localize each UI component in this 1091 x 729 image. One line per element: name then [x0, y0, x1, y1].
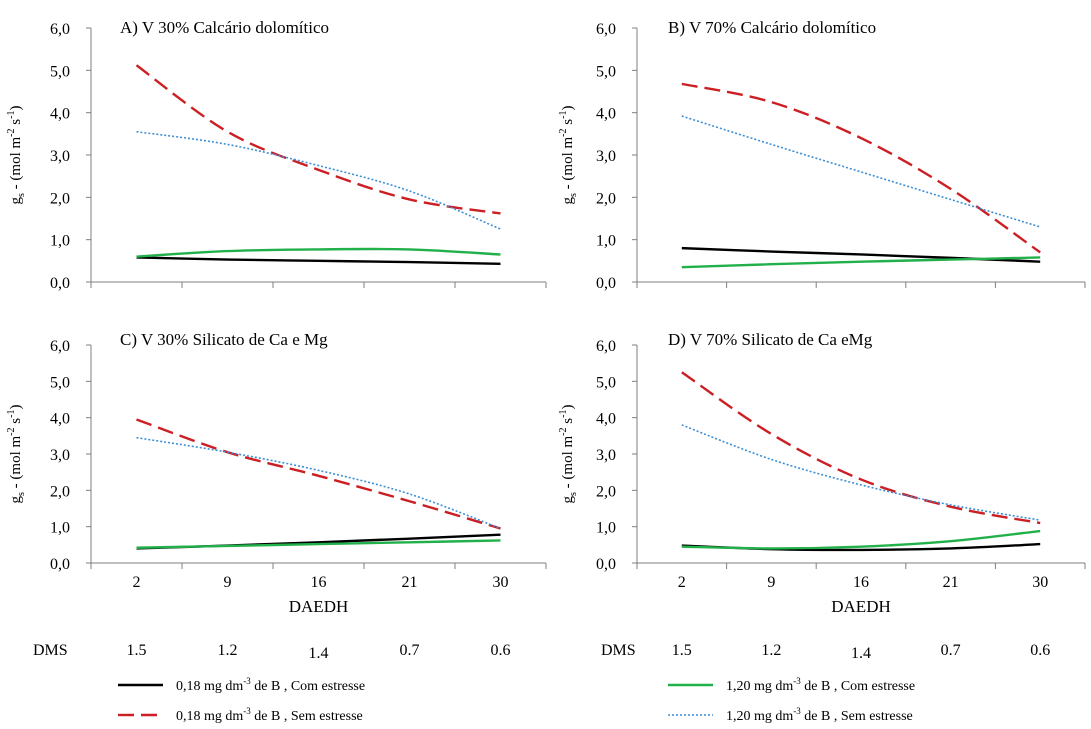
- dms-value: 0.7: [400, 642, 420, 659]
- panel-c: 0,0 1,0 2,0 3,0 4,0 5,0 6,0 2 9 16 21 30 DAEDH gs - (…: [6, 330, 547, 616]
- y-tick-label: 6,0: [596, 338, 616, 355]
- series-line-com_120: [681, 529, 1041, 550]
- series-line-com_018: [136, 256, 501, 265]
- y-tick-label: 6,0: [596, 21, 616, 38]
- series-line-sem_018: [681, 371, 1041, 525]
- y-tick-label: 1,0: [596, 233, 616, 250]
- y-tick-label: 2,0: [596, 483, 616, 500]
- panel-title: D) V 70% Silicato de Ca eMg: [668, 330, 873, 349]
- dms-row: DMS 1.5 1.2 1.4 0.7 0.6 DMS 1.5 1.2 1.4 0.7 0.6: [33, 642, 1050, 662]
- series-line-com_120: [136, 247, 501, 258]
- dms-value: 0.6: [491, 642, 511, 659]
- series-line-sem_018: [135, 64, 501, 215]
- y-tick-label: 0,0: [596, 556, 616, 573]
- y-tick-label: 0,0: [50, 556, 70, 573]
- panel-b: 0,0 1,0 2,0 3,0 4,0 5,0 6,0 gs - (mol m-2 s-1) B…: [558, 18, 1086, 292]
- dms-value: 0.6: [1030, 642, 1050, 659]
- y-tick-label: 5,0: [50, 63, 70, 80]
- y-tick-label: 4,0: [596, 106, 616, 123]
- dms-value: 1.2: [218, 642, 238, 659]
- y-tick-label: 0,0: [50, 275, 70, 292]
- y-tick-label: 4,0: [50, 411, 70, 428]
- legend: 0,18 mg dm-3 de B , Com estresse 0,18 mg …: [118, 676, 915, 724]
- y-axis-title: gs - (mol m-2 s-1): [6, 405, 27, 504]
- x-tick-label: 30: [493, 574, 509, 591]
- y-tick-label: 3,0: [596, 447, 616, 464]
- x-tick-label: 16: [853, 574, 869, 591]
- x-axis-title: DAEDH: [831, 597, 891, 616]
- x-tick-label: 21: [943, 574, 959, 591]
- dms-label: DMS: [601, 642, 636, 659]
- y-tick-label: 1,0: [50, 520, 70, 537]
- legend-label-sem_018: 0,18 mg dm-3 de B , Sem estresse: [176, 706, 363, 724]
- x-tick-label: 30: [1032, 574, 1048, 591]
- y-tick-label: 5,0: [50, 374, 70, 391]
- x-tick-label: 16: [311, 574, 327, 591]
- dms-value: 1.2: [761, 642, 781, 659]
- y-tick-label: 0,0: [596, 275, 616, 292]
- x-axis-title: DAEDH: [289, 597, 349, 616]
- y-axis-title: gs - (mol m-2 s-1): [6, 106, 27, 205]
- x-tick-label: 21: [402, 574, 418, 591]
- y-axis-title: gs - (mol m-2 s-1): [558, 405, 579, 504]
- y-tick-label: 4,0: [596, 411, 616, 428]
- x-tick-label: 2: [133, 574, 141, 591]
- series-line-sem_120: [681, 424, 1041, 521]
- y-tick-label: 3,0: [50, 447, 70, 464]
- dms-label: DMS: [33, 642, 68, 659]
- y-tick-label: 5,0: [596, 374, 616, 391]
- y-tick-label: 2,0: [596, 190, 616, 207]
- panel-title: A) V 30% Calcário dolomítico: [120, 18, 329, 37]
- y-tick-label: 6,0: [50, 21, 70, 38]
- y-axis-title: gs - (mol m-2 s-1): [558, 106, 579, 205]
- series-line-com_120: [681, 256, 1041, 269]
- dms-value: 1.4: [851, 645, 871, 662]
- dms-value: 1.5: [672, 642, 692, 659]
- panel-d: 0,0 1,0 2,0 3,0 4,0 5,0 6,0 2 9 16 21 30 DAEDH gs - (…: [558, 330, 1086, 616]
- y-tick-label: 3,0: [596, 148, 616, 165]
- y-tick-label: 1,0: [596, 520, 616, 537]
- dms-value: 1.5: [127, 642, 147, 659]
- panel-a: 0,0 1,0 2,0 3,0 4,0 5,0 6,0 gs - (mol m-2 s-1) A…: [6, 18, 547, 292]
- series-line-sem_120: [681, 115, 1041, 228]
- y-tick-label: 2,0: [50, 483, 70, 500]
- series-line-sem_018: [681, 82, 1041, 254]
- y-tick-label: 5,0: [596, 63, 616, 80]
- series-line-sem_120: [136, 436, 501, 530]
- legend-label-com_018: 0,18 mg dm-3 de B , Com estresse: [176, 676, 365, 694]
- series-line-com_120: [136, 539, 501, 549]
- panel-title: B) V 70% Calcário dolomítico: [668, 18, 876, 37]
- series-line-sem_120: [136, 130, 501, 230]
- y-tick-label: 4,0: [50, 106, 70, 123]
- y-tick-label: 2,0: [50, 190, 70, 207]
- legend-label-com_120: 1,20 mg dm-3 de B , Com estresse: [726, 676, 915, 694]
- panel-title: C) V 30% Silicato de Ca e Mg: [120, 330, 328, 349]
- legend-label-sem_120: 1,20 mg dm-3 de B , Sem estresse: [726, 706, 913, 724]
- y-tick-label: 3,0: [50, 148, 70, 165]
- dms-value: 1.4: [309, 645, 329, 662]
- x-tick-label: 2: [678, 574, 686, 591]
- x-tick-label: 9: [224, 574, 232, 591]
- series-line-sem_018: [136, 418, 501, 530]
- dms-value: 0.7: [941, 642, 961, 659]
- y-tick-label: 6,0: [50, 338, 70, 355]
- x-tick-label: 9: [767, 574, 775, 591]
- y-tick-label: 1,0: [50, 233, 70, 250]
